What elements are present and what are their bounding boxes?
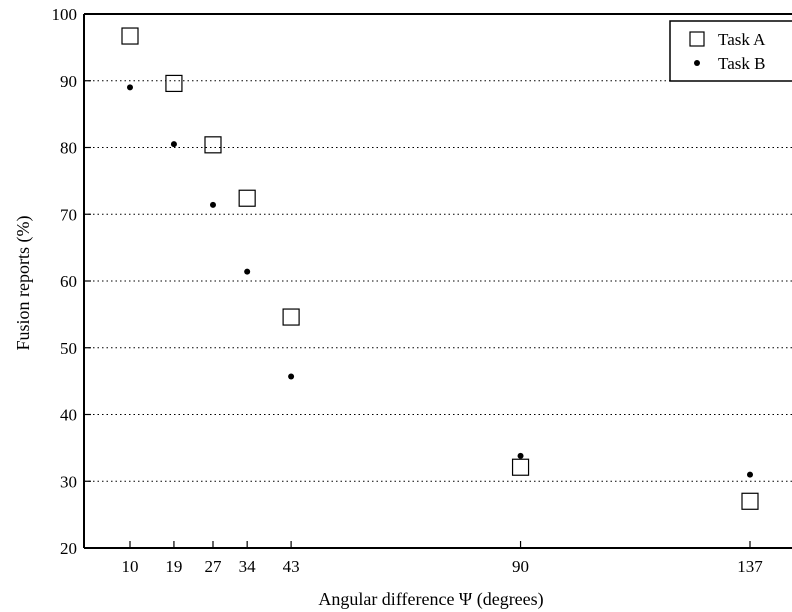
y-tick-label: 100	[52, 5, 78, 24]
x-tick-label: 90	[512, 557, 529, 576]
x-axis-title: Angular difference Ψ (degrees)	[318, 589, 543, 610]
legend: Task A Task B	[669, 20, 792, 82]
task-a-point	[282, 308, 300, 326]
x-tick-label: 19	[165, 557, 182, 576]
legend-marker-task-b	[694, 60, 700, 66]
task-b-point	[244, 268, 251, 275]
y-tick-label: 40	[60, 406, 77, 425]
y-tick-label: 60	[60, 272, 77, 291]
legend-marker-task-a	[689, 31, 705, 47]
task-a-point	[238, 189, 256, 207]
gridlines	[84, 80, 792, 482]
task-b-point	[747, 471, 753, 478]
y-tick-label: 30	[60, 472, 77, 491]
task-a-point	[741, 492, 759, 510]
ticks: 20 30 40 50 60 70 80 90 100 10 19 27 34 43 90 137	[52, 5, 764, 576]
y-tick-label: 70	[60, 205, 77, 224]
x-tick-label: 27	[204, 557, 222, 576]
task-a-point	[204, 136, 222, 154]
task-a-point	[165, 74, 183, 93]
y-tick-label: 20	[60, 539, 77, 558]
task-b-point	[170, 141, 177, 148]
task-a-point	[121, 27, 139, 45]
axes	[83, 13, 792, 549]
y-tick-label: 90	[60, 72, 77, 91]
task-a-point	[511, 458, 530, 476]
y-axis-title: Fusion reports (%)	[13, 216, 34, 351]
legend-label-task-b: Task B	[718, 54, 765, 73]
legend-box	[669, 20, 792, 82]
task-b-point	[209, 201, 216, 208]
y-tick-label: 80	[60, 139, 77, 158]
x-tick-label: 137	[737, 557, 763, 576]
x-tick-label: 10	[122, 557, 139, 576]
x-tick-label: 34	[239, 557, 257, 576]
task-b-point	[127, 84, 133, 91]
task-b-point	[517, 452, 524, 459]
data-points	[121, 27, 759, 510]
x-tick-label: 43	[283, 557, 300, 576]
legend-label-task-a: Task A	[718, 30, 766, 49]
task-b-point	[288, 373, 295, 380]
y-tick-label: 50	[60, 339, 77, 358]
